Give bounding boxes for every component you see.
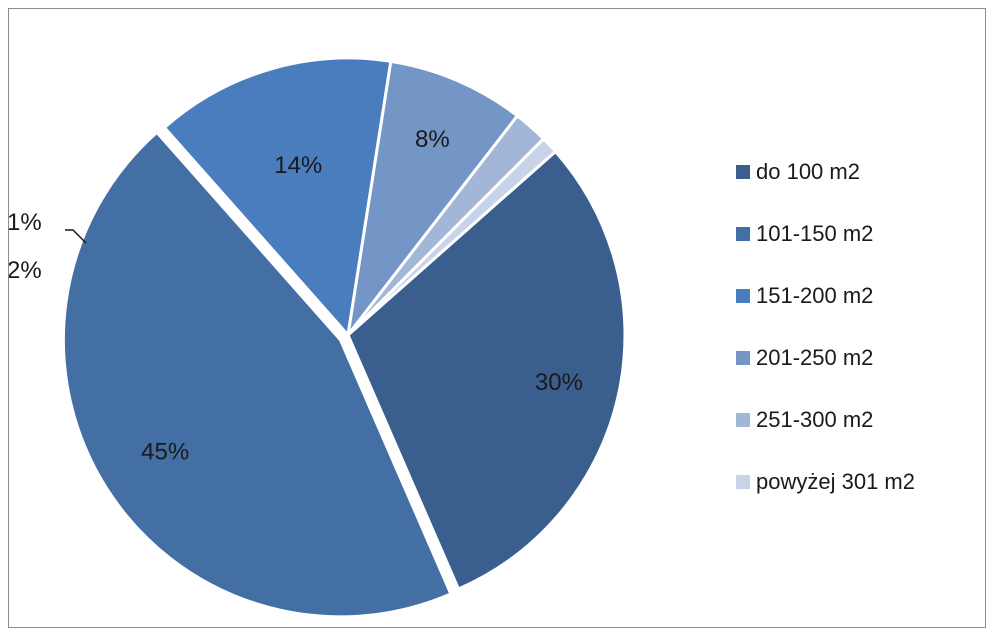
legend-label-4: 251-300 m2 bbox=[756, 407, 874, 432]
pie-slices bbox=[61, 56, 627, 619]
data-label-1: 45% bbox=[141, 438, 189, 465]
legend-label-2: 151-200 m2 bbox=[756, 283, 874, 308]
legend-swatch-5 bbox=[736, 475, 750, 489]
chart-area: 30% 45% 14% 8% 2% 1% do 100 m2 101-150 m2 151-2… bbox=[8, 8, 986, 628]
data-label-0: 30% bbox=[535, 369, 583, 396]
legend-swatch-0 bbox=[736, 165, 750, 179]
data-label-2: 14% bbox=[274, 152, 322, 179]
legend-label-5: powyżej 301 m2 bbox=[756, 469, 915, 494]
leader-line-5 bbox=[65, 229, 87, 244]
pie-slice-2 bbox=[162, 56, 393, 337]
legend-label-0: do 100 m2 bbox=[756, 159, 860, 184]
pie-slice-5 bbox=[346, 137, 557, 337]
pie-slice-3 bbox=[346, 59, 519, 337]
legend-label-1: 101-150 m2 bbox=[756, 221, 874, 246]
legend-label-3: 201-250 m2 bbox=[756, 345, 874, 370]
pie-data-labels: 30% 45% 14% 8% 2% 1% bbox=[9, 126, 583, 465]
data-label-5: 1% bbox=[9, 209, 42, 236]
leader-lines bbox=[65, 229, 87, 244]
pie-chart: 30% 45% 14% 8% 2% 1% bbox=[9, 56, 627, 619]
data-label-4: 2% bbox=[9, 257, 42, 284]
legend-swatch-3 bbox=[736, 351, 750, 365]
legend-swatch-2 bbox=[736, 289, 750, 303]
data-label-3: 8% bbox=[415, 126, 450, 153]
legend-swatch-4 bbox=[736, 413, 750, 427]
pie-slice-1 bbox=[61, 130, 453, 619]
legend-swatch-1 bbox=[736, 227, 750, 241]
pie-slice-0 bbox=[346, 149, 627, 591]
